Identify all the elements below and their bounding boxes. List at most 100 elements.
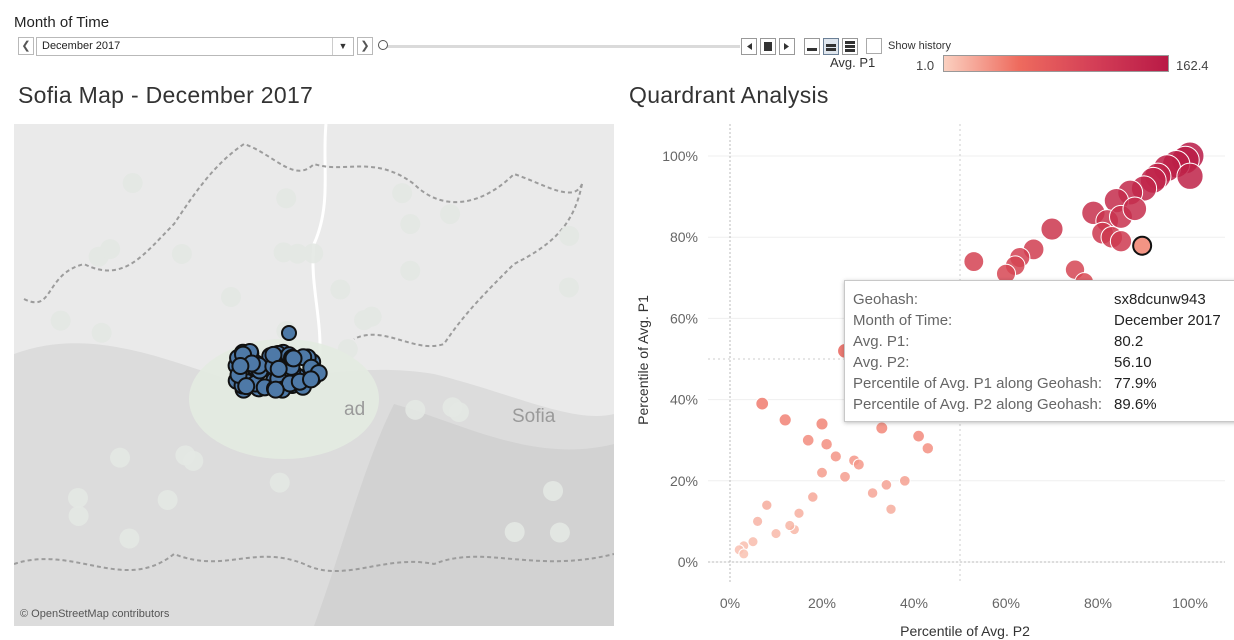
- map-label-partial: ad: [344, 399, 366, 420]
- y-tick-label: 100%: [662, 148, 698, 164]
- scatter-point[interactable]: [816, 466, 828, 479]
- map-faint-point: [303, 243, 324, 264]
- chevron-down-icon[interactable]: ▼: [332, 38, 353, 55]
- show-history-label: Show history: [888, 40, 951, 52]
- scatter-point[interactable]: [839, 470, 851, 483]
- map-view[interactable]: ad Sofia © OpenStreetMap contributors: [14, 124, 614, 626]
- y-tick-label: 40%: [670, 392, 698, 408]
- stop-icon: [764, 42, 772, 51]
- legend-min-label: 1.0: [916, 58, 935, 73]
- filter-title: Month of Time: [14, 14, 110, 31]
- map-point[interactable]: [284, 349, 303, 368]
- legend-color-ramp: [943, 55, 1169, 72]
- scatter-point[interactable]: [898, 474, 911, 487]
- speed-medium-button[interactable]: [823, 38, 839, 55]
- map-label-city: Sofia: [512, 406, 556, 427]
- map-point[interactable]: [237, 377, 256, 396]
- scatter-point[interactable]: [852, 458, 865, 471]
- scatter-point[interactable]: [801, 433, 815, 447]
- y-tick-label: 80%: [670, 229, 698, 245]
- map-faint-point: [442, 397, 463, 418]
- x-tick-label: 0%: [720, 595, 740, 611]
- map-point[interactable]: [302, 370, 321, 389]
- map-faint-point: [269, 472, 290, 493]
- stop-button[interactable]: [760, 38, 776, 55]
- tooltip-label: Avg. P2:: [853, 354, 910, 371]
- map-boundary: [23, 142, 583, 304]
- map-faint-point: [67, 487, 88, 508]
- speed-slow-button[interactable]: [804, 38, 820, 55]
- map-faint-point: [400, 260, 421, 281]
- scatter-point[interactable]: [866, 487, 879, 499]
- map-faint-point: [122, 173, 143, 194]
- map-point[interactable]: [281, 325, 297, 341]
- month-dropdown[interactable]: December 2017 ▼: [36, 37, 354, 56]
- scatter-point[interactable]: [1109, 230, 1133, 253]
- scatter-point[interactable]: [807, 491, 819, 503]
- map-faint-point: [440, 204, 461, 225]
- chart-title: Quardrant Analysis: [629, 82, 829, 108]
- chart-canvas: 0% 20% 40% 60% 80% 100% 0% 20% 40% 60% 80% 100% Perc…: [635, 124, 1225, 639]
- scatter-point[interactable]: [770, 528, 782, 540]
- scatter-point[interactable]: [912, 429, 925, 443]
- map-faint-point: [171, 243, 192, 264]
- map-terrain: [314, 404, 614, 626]
- scatter-point[interactable]: [778, 413, 792, 427]
- tooltip-label: Month of Time:: [853, 312, 953, 329]
- scatter-point[interactable]: [793, 507, 805, 519]
- map-faint-point: [110, 447, 131, 468]
- map-title: Sofia Map - December 2017: [18, 82, 314, 108]
- map-faint-point: [400, 214, 421, 235]
- map-point[interactable]: [231, 357, 250, 376]
- map-canvas: [14, 124, 614, 626]
- scatter-point[interactable]: [761, 499, 773, 511]
- x-axis-title: Percentile of Avg. P2: [900, 623, 1030, 639]
- show-history-checkbox[interactable]: [866, 38, 882, 54]
- scatter-point[interactable]: [963, 251, 985, 272]
- scatter-point[interactable]: [752, 515, 764, 527]
- speed-medium-icon: [826, 44, 836, 51]
- y-axis-title: Percentile of Avg. P1: [635, 295, 651, 425]
- play-forward-button[interactable]: [779, 38, 795, 55]
- next-month-button[interactable]: ❯: [357, 37, 373, 55]
- legend-title: Avg. P1: [830, 55, 876, 70]
- map-faint-point: [361, 306, 382, 327]
- x-tick-label: 80%: [1084, 595, 1112, 611]
- map-faint-point: [504, 521, 525, 542]
- quadrant-chart[interactable]: 0% 20% 40% 60% 80% 100% 0% 20% 40% 60% 80% 100% Perc…: [620, 112, 1234, 640]
- scatter-point[interactable]: [829, 450, 842, 463]
- map-point[interactable]: [266, 380, 285, 399]
- month-dropdown-value: December 2017: [42, 40, 121, 52]
- previous-month-button[interactable]: ❮: [18, 37, 34, 55]
- play-backward-button[interactable]: [741, 38, 757, 55]
- scatter-point[interactable]: [820, 438, 833, 451]
- scatter-point[interactable]: [755, 396, 770, 411]
- tooltip: Geohash: sx8dcunw943 Month of Time: Dece…: [844, 280, 1234, 422]
- scatter-point[interactable]: [738, 548, 750, 560]
- y-tick-label: 0%: [678, 554, 698, 570]
- play-backward-icon: [747, 43, 752, 50]
- selected-point[interactable]: [1132, 235, 1153, 256]
- map-points-layer: [227, 325, 328, 399]
- month-slider-thumb[interactable]: [378, 40, 388, 50]
- speed-fast-button[interactable]: [842, 38, 858, 55]
- scatter-point[interactable]: [875, 421, 889, 435]
- legend-max-label: 162.4: [1176, 58, 1209, 73]
- scatter-point[interactable]: [1040, 217, 1064, 241]
- scatter-point[interactable]: [1176, 162, 1204, 190]
- scatter-point[interactable]: [880, 479, 893, 491]
- x-tick-label: 100%: [1172, 595, 1208, 611]
- play-forward-icon: [784, 43, 789, 50]
- scatter-point[interactable]: [784, 519, 796, 532]
- map-faint-point: [559, 225, 580, 246]
- scatter-point[interactable]: [815, 417, 829, 431]
- tooltip-label: Avg. P1:: [853, 333, 910, 350]
- month-slider-track[interactable]: [384, 45, 740, 48]
- map-point[interactable]: [269, 359, 288, 378]
- scatter-point[interactable]: [885, 503, 897, 515]
- tooltip-value: 77.9%: [1114, 375, 1157, 392]
- scatter-point[interactable]: [1122, 196, 1148, 222]
- map-faint-point: [558, 277, 579, 298]
- scatter-point[interactable]: [747, 536, 759, 548]
- scatter-point[interactable]: [921, 442, 935, 455]
